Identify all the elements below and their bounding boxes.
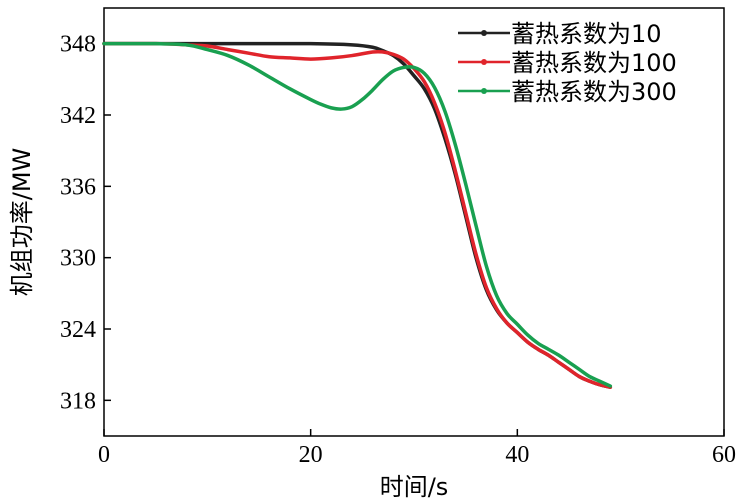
legend-label-1: 蓄热系数为10 — [511, 20, 662, 48]
x-tick-label: 60 — [712, 442, 736, 468]
legend-label-2: 蓄热系数为100 — [511, 49, 677, 77]
x-tick-label: 20 — [299, 442, 323, 468]
plot-frame — [103, 7, 725, 437]
x-tick-label: 0 — [98, 442, 110, 468]
y-tick-label: 336 — [60, 174, 96, 200]
axis-ticks: 0 20 40 60 318 324 330 336 342 348 — [60, 32, 736, 468]
y-tick-label: 324 — [60, 317, 96, 343]
y-tick-label: 318 — [60, 388, 96, 414]
legend-marker-3 — [481, 88, 487, 94]
series-line-2 — [102, 41, 613, 390]
series-layer — [102, 41, 613, 390]
x-tick-label: 40 — [505, 442, 529, 468]
legend-marker-2 — [481, 59, 487, 65]
series-line-3 — [102, 41, 613, 388]
x-axis-title: 时间/s — [380, 473, 449, 501]
y-tick-label: 330 — [60, 246, 96, 272]
legend-label-3: 蓄热系数为300 — [511, 78, 677, 106]
y-axis-title: 机组功率/MW — [8, 148, 36, 297]
legend-marker-1 — [481, 30, 487, 36]
y-tick-label: 342 — [60, 103, 96, 129]
y-tick-label: 348 — [60, 32, 96, 58]
